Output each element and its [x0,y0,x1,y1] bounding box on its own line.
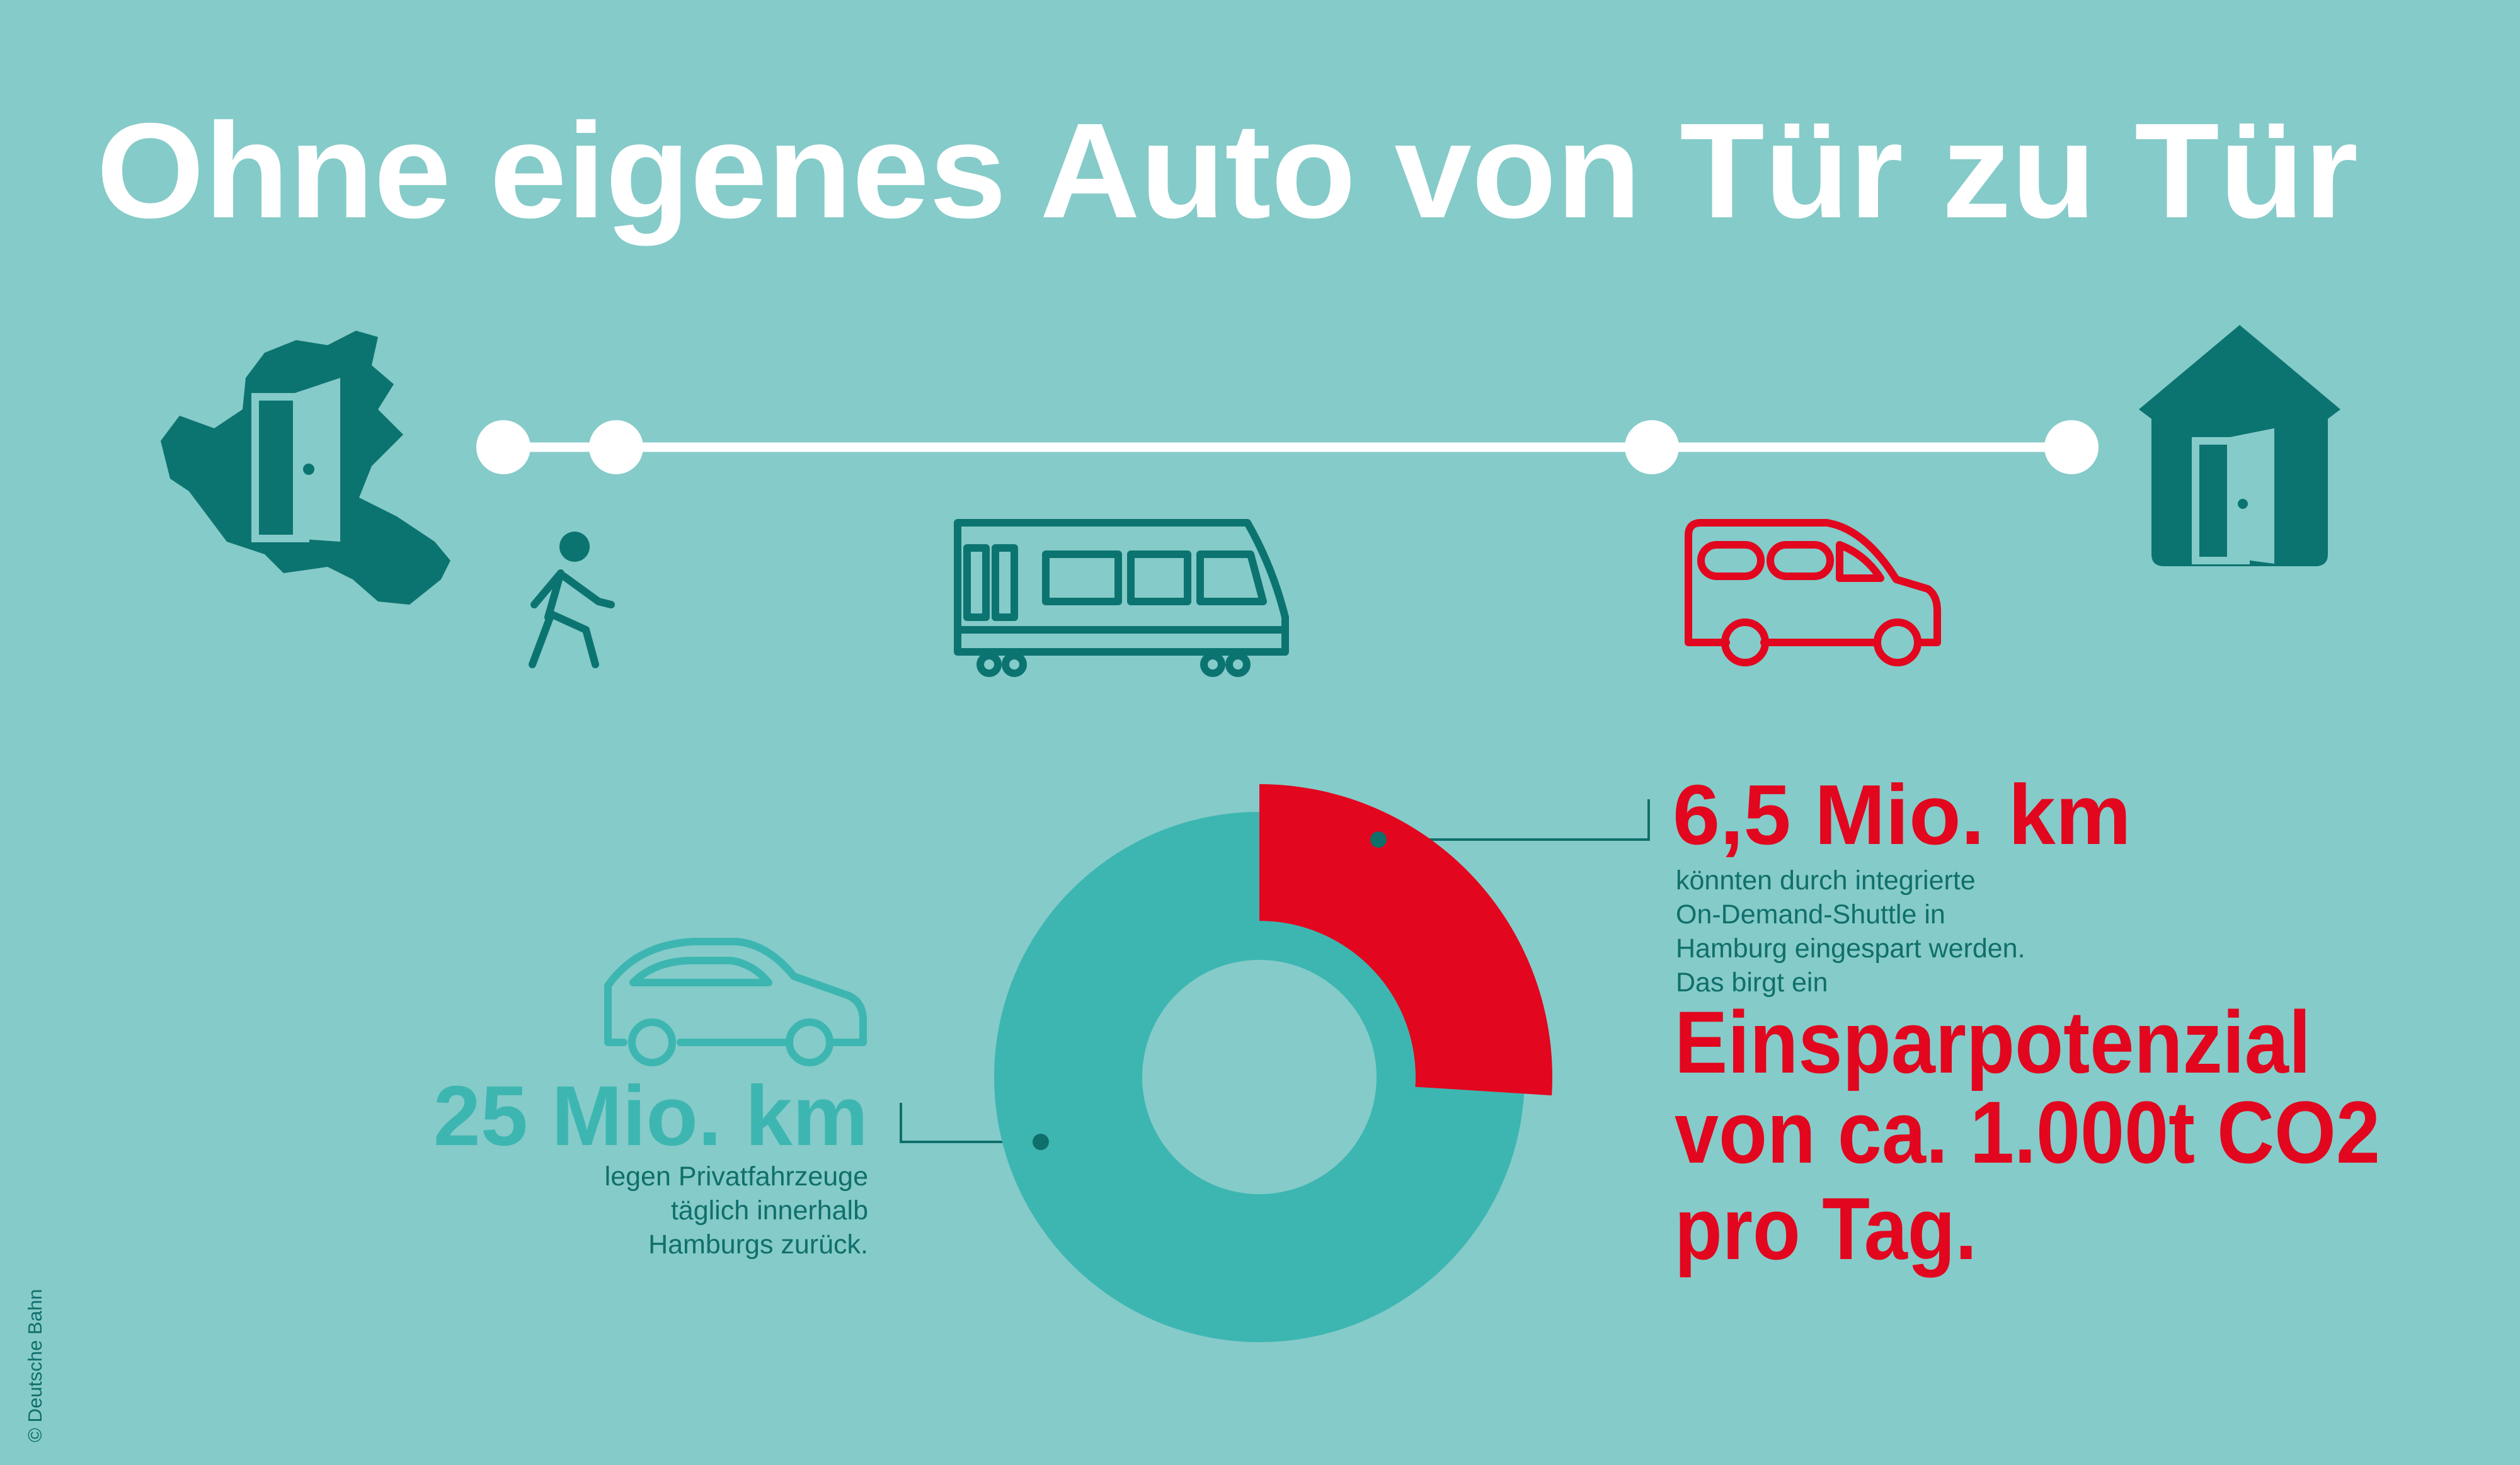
route [476,420,2099,474]
credit: © Deutsche Bahn [24,1289,46,1442]
description-line: könnten durch integrierte [1676,865,1976,896]
part-description: könnten durch integrierteOn-Demand-Shutt… [1676,865,2025,998]
highlight: Einsparpotenzial [1675,993,2311,1092]
highlight: von ca. 1.000t CO2 [1675,1083,2380,1182]
walker-icon [529,532,615,668]
donut [994,784,1553,1342]
van-icon [1685,519,1941,666]
highlight: pro Tag. [1675,1179,1977,1278]
connector-left [900,1103,1041,1143]
description-line: täglich innerhalb [671,1195,868,1226]
description-line: Hamburg eingespart werden. [1676,933,2025,964]
car-icon [604,938,867,1066]
description-line: Das birgt ein [1676,967,1828,998]
donut-segment [1259,784,1553,1096]
total-label: 25 Mio. km [433,1068,868,1163]
map-icon [161,331,450,605]
description-line: Hamburgs zurück. [648,1229,868,1260]
house-icon [2139,325,2340,566]
title: Ohne eigenes Auto von Tür zu Tür [96,94,2358,246]
connector-dot [1033,1134,1049,1150]
part-label: 6,5 Mio. km [1673,767,2131,862]
train-icon [954,519,1289,677]
connector-right [1378,799,1650,841]
connector-dot [1370,831,1387,848]
description-line: On-Demand-Shuttle in [1676,899,1945,930]
description-line: legen Privatfahrzeuge [605,1161,868,1192]
